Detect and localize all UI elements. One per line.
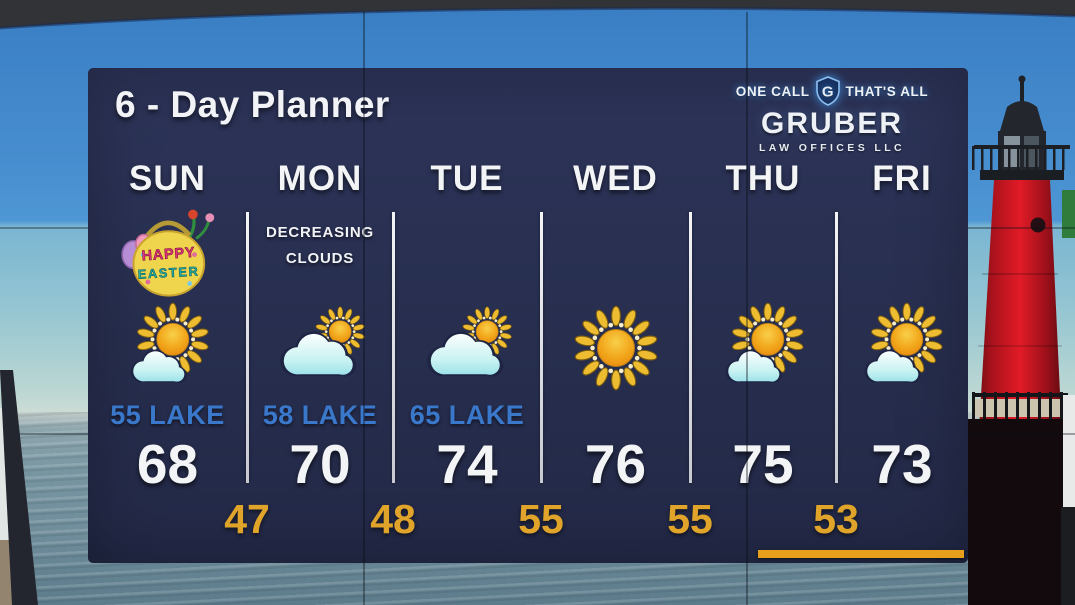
high-temp: 68 [136, 433, 199, 495]
column-divider [689, 212, 692, 483]
day-label: TUE [430, 159, 504, 198]
day-column-tue: TUE 65 LAKE 74 [393, 68, 541, 563]
lake-temp: 58 LAKE [262, 400, 378, 430]
svg-text:G: G [821, 84, 833, 101]
sponsor-subtitle: LAW OFFICES LLC [758, 142, 906, 154]
sun-behind-cloud-icon [715, 298, 811, 398]
cloud-with-sun-icon [419, 298, 515, 398]
six-day-planner-panel: 6 - Day Planner ONE CALL G THAT'S ALL GR… [88, 68, 968, 563]
note-line: DECREASING [265, 224, 374, 241]
svg-text:EASTER: EASTER [137, 264, 199, 282]
sponsor-tagline-left: ONE CALL [735, 83, 810, 99]
videowall-seam [0, 227, 90, 229]
day-column-wed: WED 76 [541, 68, 690, 563]
forecast-note: DECREASING CLOUDS [266, 204, 374, 273]
low-temp: 47 [224, 496, 270, 542]
sun-icon [568, 298, 664, 398]
videowall-seam [955, 433, 1075, 435]
day-label: MON [277, 159, 363, 198]
low-temp: 48 [370, 496, 416, 542]
column-divider [392, 212, 395, 483]
day-column-thu: THU 75 [690, 68, 836, 563]
low-temp: 55 [667, 496, 713, 542]
lake-temp: 65 LAKE [409, 400, 525, 430]
low-temp: 55 [518, 496, 564, 542]
sponsor-name: GRUBER [760, 107, 903, 140]
videowall-seam [746, 12, 748, 605]
day-column-fri: FRI 73 [836, 68, 968, 563]
lighthouse-image [968, 75, 1075, 605]
day-label: SUN [129, 159, 206, 198]
sponsor-tagline-right: THAT'S ALL [845, 83, 929, 99]
sponsor-logo: ONE CALL G THAT'S ALL GRUBER LAW OFFICES… [712, 76, 952, 154]
videowall-seam [955, 227, 1075, 229]
accent-underline-bar [758, 550, 964, 558]
studio-top-band [0, 0, 1075, 30]
lake-temp: 55 LAKE [110, 400, 225, 430]
high-temp: 75 [732, 433, 794, 495]
high-temp: 74 [436, 433, 498, 495]
studio-left-edge [0, 370, 38, 605]
column-divider [246, 212, 249, 483]
cloud-with-sun-icon [272, 298, 368, 398]
high-temp: 76 [584, 433, 647, 495]
gruber-shield-icon: G [815, 76, 840, 106]
sun-behind-cloud-icon [854, 298, 950, 398]
happy-easter-graphic: HAPPY EASTER [120, 209, 214, 297]
column-divider [540, 212, 543, 483]
column-divider [835, 212, 838, 483]
low-temp: 53 [813, 496, 859, 542]
note-line: CLOUDS [285, 250, 355, 268]
videowall-seam [363, 12, 365, 605]
day-column-mon: MON DECREASING CLOUDS 58 LAKE 70 [247, 68, 393, 563]
day-label: THU [725, 159, 801, 198]
svg-text:HAPPY: HAPPY [141, 245, 196, 265]
high-temp: 70 [289, 433, 351, 495]
sun-behind-cloud-icon [120, 298, 216, 398]
videowall-seam [0, 433, 90, 435]
day-label: WED [573, 159, 658, 198]
day-column-sun: SUN HAPPY EASTER 55 LAKE [88, 68, 247, 563]
overnight-lows-row: 47 48 55 55 53 [88, 496, 968, 546]
page-title: 6 - Day Planner [115, 84, 390, 125]
day-label: FRI [872, 159, 932, 198]
high-temp: 73 [871, 433, 933, 495]
